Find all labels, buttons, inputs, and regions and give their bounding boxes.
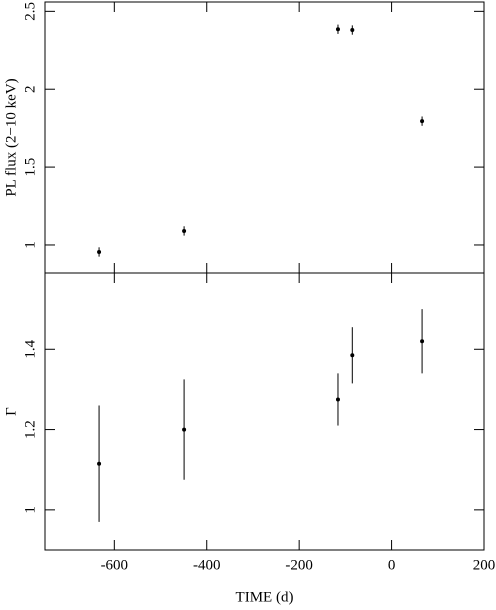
y-tick-label: 1 xyxy=(22,241,38,249)
data-point xyxy=(420,119,425,124)
y-tick-label: 1 xyxy=(22,506,38,514)
plot-frame xyxy=(44,272,485,551)
data-point xyxy=(335,397,340,402)
y-tick-label: 2 xyxy=(22,85,38,93)
data-point xyxy=(420,339,425,344)
x-tick-label: -600 xyxy=(101,557,129,573)
y-tick-label: 1.4 xyxy=(22,339,38,358)
x-tick-label: -400 xyxy=(193,557,221,573)
data-point xyxy=(350,28,355,33)
data-point xyxy=(335,27,340,32)
x-tick-label: 200 xyxy=(473,557,496,573)
data-point xyxy=(182,228,187,233)
y-tick-label: 1.5 xyxy=(22,158,38,177)
y-tick-label: 2.5 xyxy=(22,2,38,21)
y-axis-label: Γ xyxy=(3,407,19,416)
data-point xyxy=(97,461,102,466)
data-point xyxy=(182,427,187,432)
x-tick-label: -200 xyxy=(285,557,313,573)
plot-frame xyxy=(44,1,485,274)
x-tick-label: 0 xyxy=(388,557,396,573)
x-axis-label: TIME (d) xyxy=(236,589,294,605)
data-point xyxy=(350,353,355,358)
data-point xyxy=(97,249,102,254)
y-axis-label: PL flux (2−10 keV) xyxy=(3,78,19,196)
y-tick-label: 1.2 xyxy=(22,420,38,439)
